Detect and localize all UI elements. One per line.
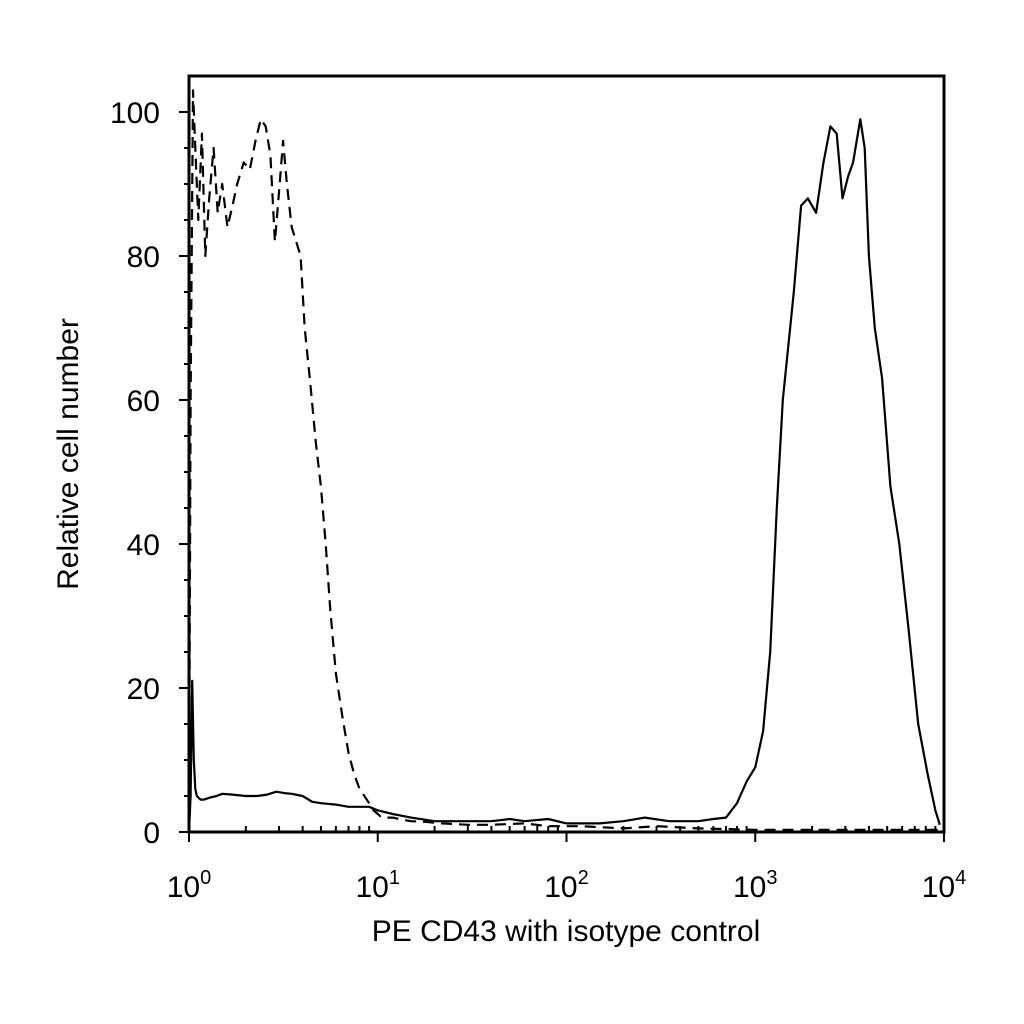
x-tick-label: 100 [167,867,212,904]
y-axis-tick-labels: 0 20 40 60 80 100 [110,97,160,850]
isotype-control-line [187,89,940,833]
x-axis-ticks [188,826,945,842]
x-axis-tick-labels: 100 101 102 103 104 [167,867,967,904]
y-tick-label: 0 [143,817,160,850]
plot-area [187,74,946,834]
x-tick-label: 102 [544,867,589,904]
y-tick-label: 60 [127,385,160,418]
y-axis-title: Relative cell number [52,318,85,590]
x-tick-label: 101 [356,867,401,904]
y-axis-ticks [179,111,189,833]
y-tick-label: 100 [110,97,160,130]
plot-frame [187,74,946,834]
x-tick-label: 104 [922,867,967,904]
y-tick-label: 20 [127,673,160,706]
x-axis-title: PE CD43 with isotype control [372,915,761,948]
y-tick-label: 40 [127,529,160,562]
y-tick-label: 80 [127,241,160,274]
series-layer [187,89,941,833]
cd43-stained-line [187,118,941,833]
x-tick-label: 103 [733,867,778,904]
